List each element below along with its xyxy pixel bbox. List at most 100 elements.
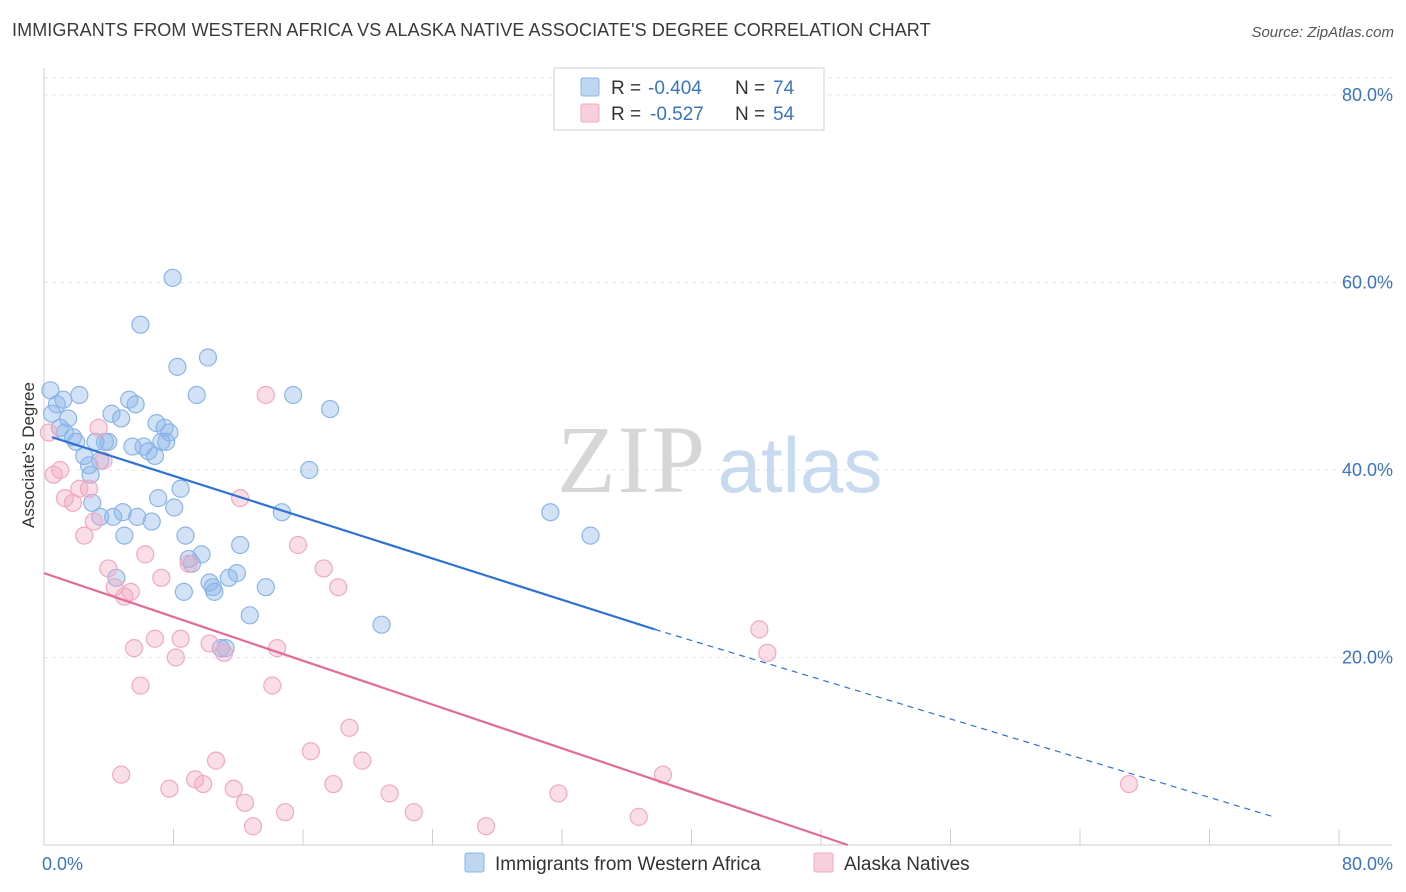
point-alaska — [263, 676, 282, 695]
point-alaska — [75, 526, 94, 545]
x-tick-labels: 0.0% 80.0% — [42, 854, 1393, 874]
watermark-atlas: atlas — [718, 421, 883, 509]
point-alaska — [121, 582, 140, 601]
point-alaska — [276, 803, 295, 822]
point-immigrants — [126, 395, 145, 414]
point-immigrants — [128, 507, 147, 526]
y-tick-label: 80.0% — [1342, 85, 1393, 105]
stats-legend: R = -0.404 N = 74 R = -0.527 N = 54 — [553, 67, 825, 131]
point-alaska — [549, 784, 568, 803]
trend-line-alaska — [43, 572, 849, 847]
point-immigrants — [54, 390, 73, 409]
stats-n-label: N = — [735, 78, 765, 99]
source-credit: Source: ZipAtlas.com — [1251, 24, 1394, 41]
point-alaska — [750, 620, 769, 639]
point-alaska — [112, 765, 131, 784]
point-immigrants — [372, 615, 391, 634]
stats-r-value: -0.404 — [648, 78, 702, 99]
point-immigrants — [198, 348, 218, 367]
point-immigrants — [165, 498, 184, 517]
point-alaska — [235, 793, 255, 812]
point-immigrants — [300, 460, 319, 480]
y-tick-label: 20.0% — [1342, 648, 1393, 668]
x-tick-label: 0.0% — [42, 854, 83, 874]
point-alaska — [1119, 774, 1139, 794]
point-immigrants — [163, 268, 182, 287]
point-alaska — [179, 554, 198, 573]
point-alaska — [324, 774, 343, 794]
point-alaska — [70, 479, 89, 498]
point-immigrants — [256, 578, 275, 597]
point-immigrants — [284, 385, 303, 405]
point-immigrants — [131, 315, 150, 334]
point-alaska — [89, 418, 108, 437]
watermark: ZIP atlas — [557, 406, 882, 513]
point-alaska — [166, 648, 185, 667]
point-alaska — [243, 817, 263, 836]
point-alaska — [152, 568, 171, 587]
point-immigrants — [541, 503, 560, 522]
stats-swatch-pink — [580, 103, 600, 123]
legend-swatch-immigrants[interactable] — [464, 852, 485, 873]
point-immigrants — [174, 582, 193, 601]
trend-line-immigrants — [51, 436, 656, 631]
point-immigrants — [79, 456, 99, 475]
legend-label-immigrants[interactable]: Immigrants from Western Africa — [495, 854, 761, 875]
point-immigrants — [231, 535, 250, 555]
point-immigrants — [83, 493, 102, 512]
point-alaska — [99, 559, 118, 578]
point-alaska — [79, 479, 99, 498]
legend-label-alaska[interactable]: Alaska Natives — [844, 854, 970, 875]
point-alaska — [329, 578, 348, 597]
point-immigrants — [187, 385, 206, 405]
point-immigrants — [581, 526, 600, 545]
point-immigrants — [227, 564, 246, 583]
point-immigrants — [171, 479, 190, 498]
point-alaska — [131, 676, 150, 695]
point-alaska — [758, 643, 777, 662]
point-alaska — [256, 385, 275, 405]
point-alaska — [145, 629, 165, 648]
point-alaska — [136, 545, 155, 564]
point-immigrants — [99, 432, 118, 451]
stats-swatch-blue — [580, 77, 600, 97]
point-immigrants — [142, 512, 161, 531]
point-alaska — [94, 451, 113, 470]
point-alaska — [288, 535, 308, 555]
gridlines — [44, 77, 1392, 658]
point-immigrants — [81, 465, 100, 484]
stats-n-value: 54 — [773, 104, 795, 125]
trend-lines — [43, 436, 1274, 847]
x-tick-label: 80.0% — [1342, 854, 1393, 874]
point-alaska — [194, 774, 213, 794]
stats-r-value: -0.527 — [650, 104, 704, 125]
point-alaska — [380, 784, 399, 803]
point-immigrants — [321, 399, 340, 419]
chart-title: IMMIGRANTS FROM WESTERN AFRICA VS ALASKA… — [12, 20, 931, 40]
point-immigrants — [192, 545, 211, 564]
y-tick-label: 60.0% — [1342, 273, 1393, 293]
stats-n-label: N = — [735, 104, 765, 125]
point-alaska — [224, 779, 243, 798]
trend-line-immigrants-extension — [654, 628, 1274, 818]
legend-swatch-alaska[interactable] — [813, 852, 834, 873]
point-alaska — [171, 629, 190, 648]
point-alaska — [84, 512, 103, 531]
point-immigrants — [112, 409, 131, 428]
axes — [43, 68, 1392, 846]
point-alaska — [50, 460, 70, 480]
point-immigrants — [113, 503, 132, 522]
point-immigrants — [205, 582, 224, 601]
point-alaska — [301, 742, 320, 761]
point-alaska — [314, 559, 333, 578]
y-tick-labels: 20.0% 40.0% 60.0% 80.0% — [1342, 85, 1393, 668]
point-immigrants — [70, 385, 89, 405]
y-tick-label: 40.0% — [1342, 460, 1393, 480]
point-alaska — [206, 751, 226, 770]
point-alaska — [404, 803, 423, 822]
stats-r-label: R = — [611, 78, 641, 99]
point-alaska — [629, 807, 648, 826]
point-alaska — [160, 779, 179, 798]
watermark-zip: ZIP — [557, 406, 707, 513]
